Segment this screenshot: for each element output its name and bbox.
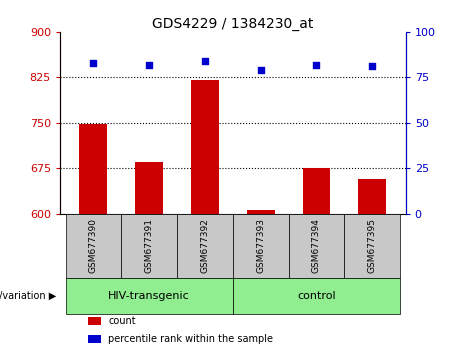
Text: GSM677395: GSM677395 (368, 218, 377, 273)
Bar (302, 169, 331, 214)
Point (257, 67, 264, 73)
Bar (135, 162, 163, 214)
Bar (289, 214, 344, 278)
Bar (344, 214, 400, 278)
Bar (177, 214, 233, 278)
Bar (233, 214, 289, 278)
Bar (121, 214, 177, 278)
Text: GSM677394: GSM677394 (312, 218, 321, 273)
Bar (88, 335, 101, 343)
Text: GSM677392: GSM677392 (201, 218, 209, 273)
Point (313, 62, 320, 68)
Text: GSM677393: GSM677393 (256, 218, 265, 273)
Text: GSM677390: GSM677390 (89, 218, 98, 273)
Text: count: count (108, 316, 136, 326)
Text: HIV-transgenic: HIV-transgenic (108, 291, 190, 301)
Bar (191, 80, 219, 214)
Title: GDS4229 / 1384230_at: GDS4229 / 1384230_at (152, 17, 313, 31)
Bar (79, 124, 107, 214)
Bar (358, 179, 386, 214)
Point (90, 60, 97, 65)
Text: GSM677391: GSM677391 (145, 218, 154, 273)
Bar (65, 278, 233, 314)
Point (201, 58, 209, 64)
Bar (233, 278, 400, 314)
Bar (65, 214, 121, 278)
Text: genotype/variation ▶: genotype/variation ▶ (0, 291, 56, 301)
Text: control: control (297, 291, 336, 301)
Point (146, 62, 153, 68)
Point (368, 64, 376, 69)
Text: percentile rank within the sample: percentile rank within the sample (108, 334, 273, 344)
Bar (88, 317, 101, 325)
Bar (247, 210, 275, 214)
